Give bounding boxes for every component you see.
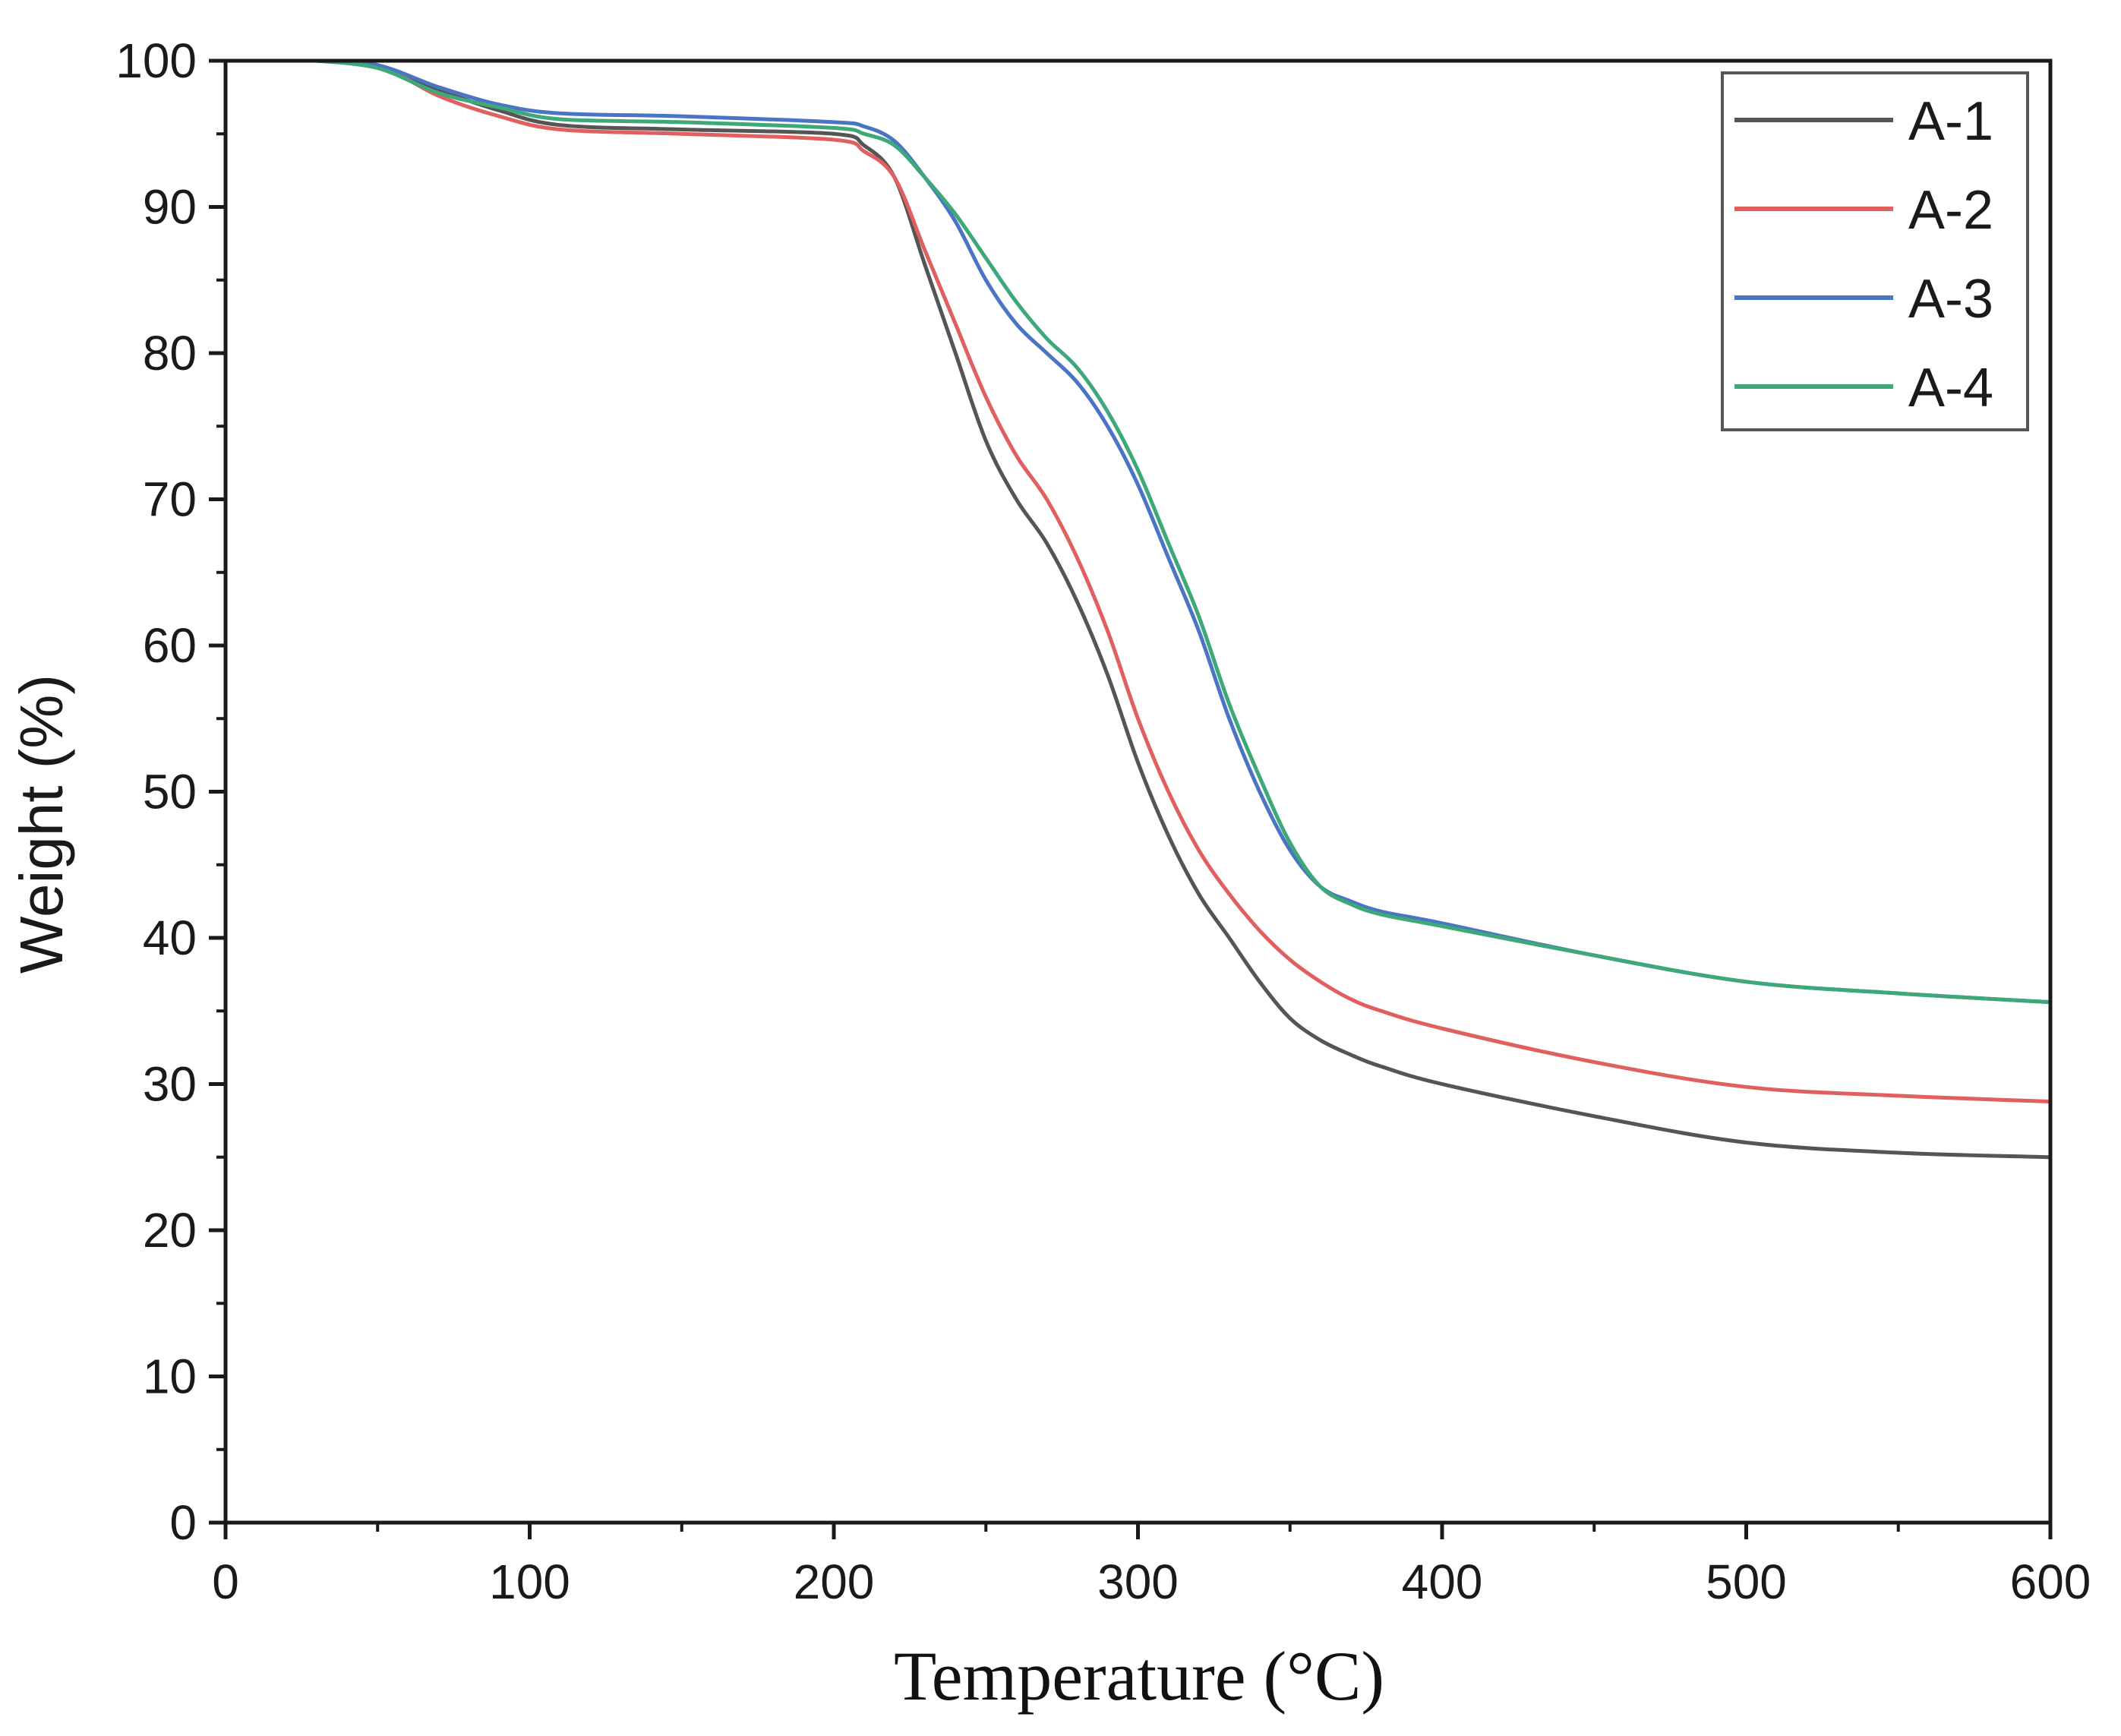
legend-label-a-3: A-3 (1908, 269, 1993, 330)
y-tick-label: 20 (143, 1203, 197, 1258)
ticks-layer: 0 100 200 300 400 500 600 0 10 20 30 40 50 60 70 80 90 10… (115, 33, 2091, 1609)
legend-label-a-1: A-1 (1908, 91, 1993, 152)
y-tick-label: 10 (143, 1349, 197, 1404)
series-line-a-1 (314, 58, 2053, 1160)
x-axis-label: Temperature (°C) (894, 1637, 1384, 1715)
legend-box (1721, 71, 2029, 431)
x-tick-label: 100 (489, 1555, 570, 1609)
series-line-a-4 (314, 58, 2053, 1005)
series-line-a-2 (314, 58, 2053, 1104)
y-tick-label: 70 (143, 472, 197, 527)
legend-label-a-2: A-2 (1908, 180, 1993, 241)
y-tick-label: 50 (143, 765, 197, 819)
y-tick-label: 100 (115, 33, 197, 88)
legend: A-1 A-2 A-3 A-4 (1721, 71, 2029, 431)
series-layer (314, 58, 2053, 1160)
y-tick-label: 90 (143, 180, 197, 235)
x-tick-label: 200 (794, 1555, 875, 1609)
y-tick-label: 40 (143, 911, 197, 965)
y-tick-label: 30 (143, 1057, 197, 1112)
legend-label-a-4: A-4 (1908, 358, 1993, 418)
x-tick-label: 400 (1402, 1555, 1483, 1609)
y-tick-label: 80 (143, 326, 197, 380)
y-tick-label: 60 (143, 618, 197, 673)
x-tick-label: 500 (1706, 1555, 1787, 1609)
x-tick-label: 600 (2010, 1555, 2091, 1609)
x-tick-label: 300 (1097, 1555, 1179, 1609)
y-axis-label: Weight (%) (8, 674, 75, 974)
y-tick-label: 0 (169, 1495, 197, 1550)
x-tick-label: 0 (212, 1555, 239, 1609)
